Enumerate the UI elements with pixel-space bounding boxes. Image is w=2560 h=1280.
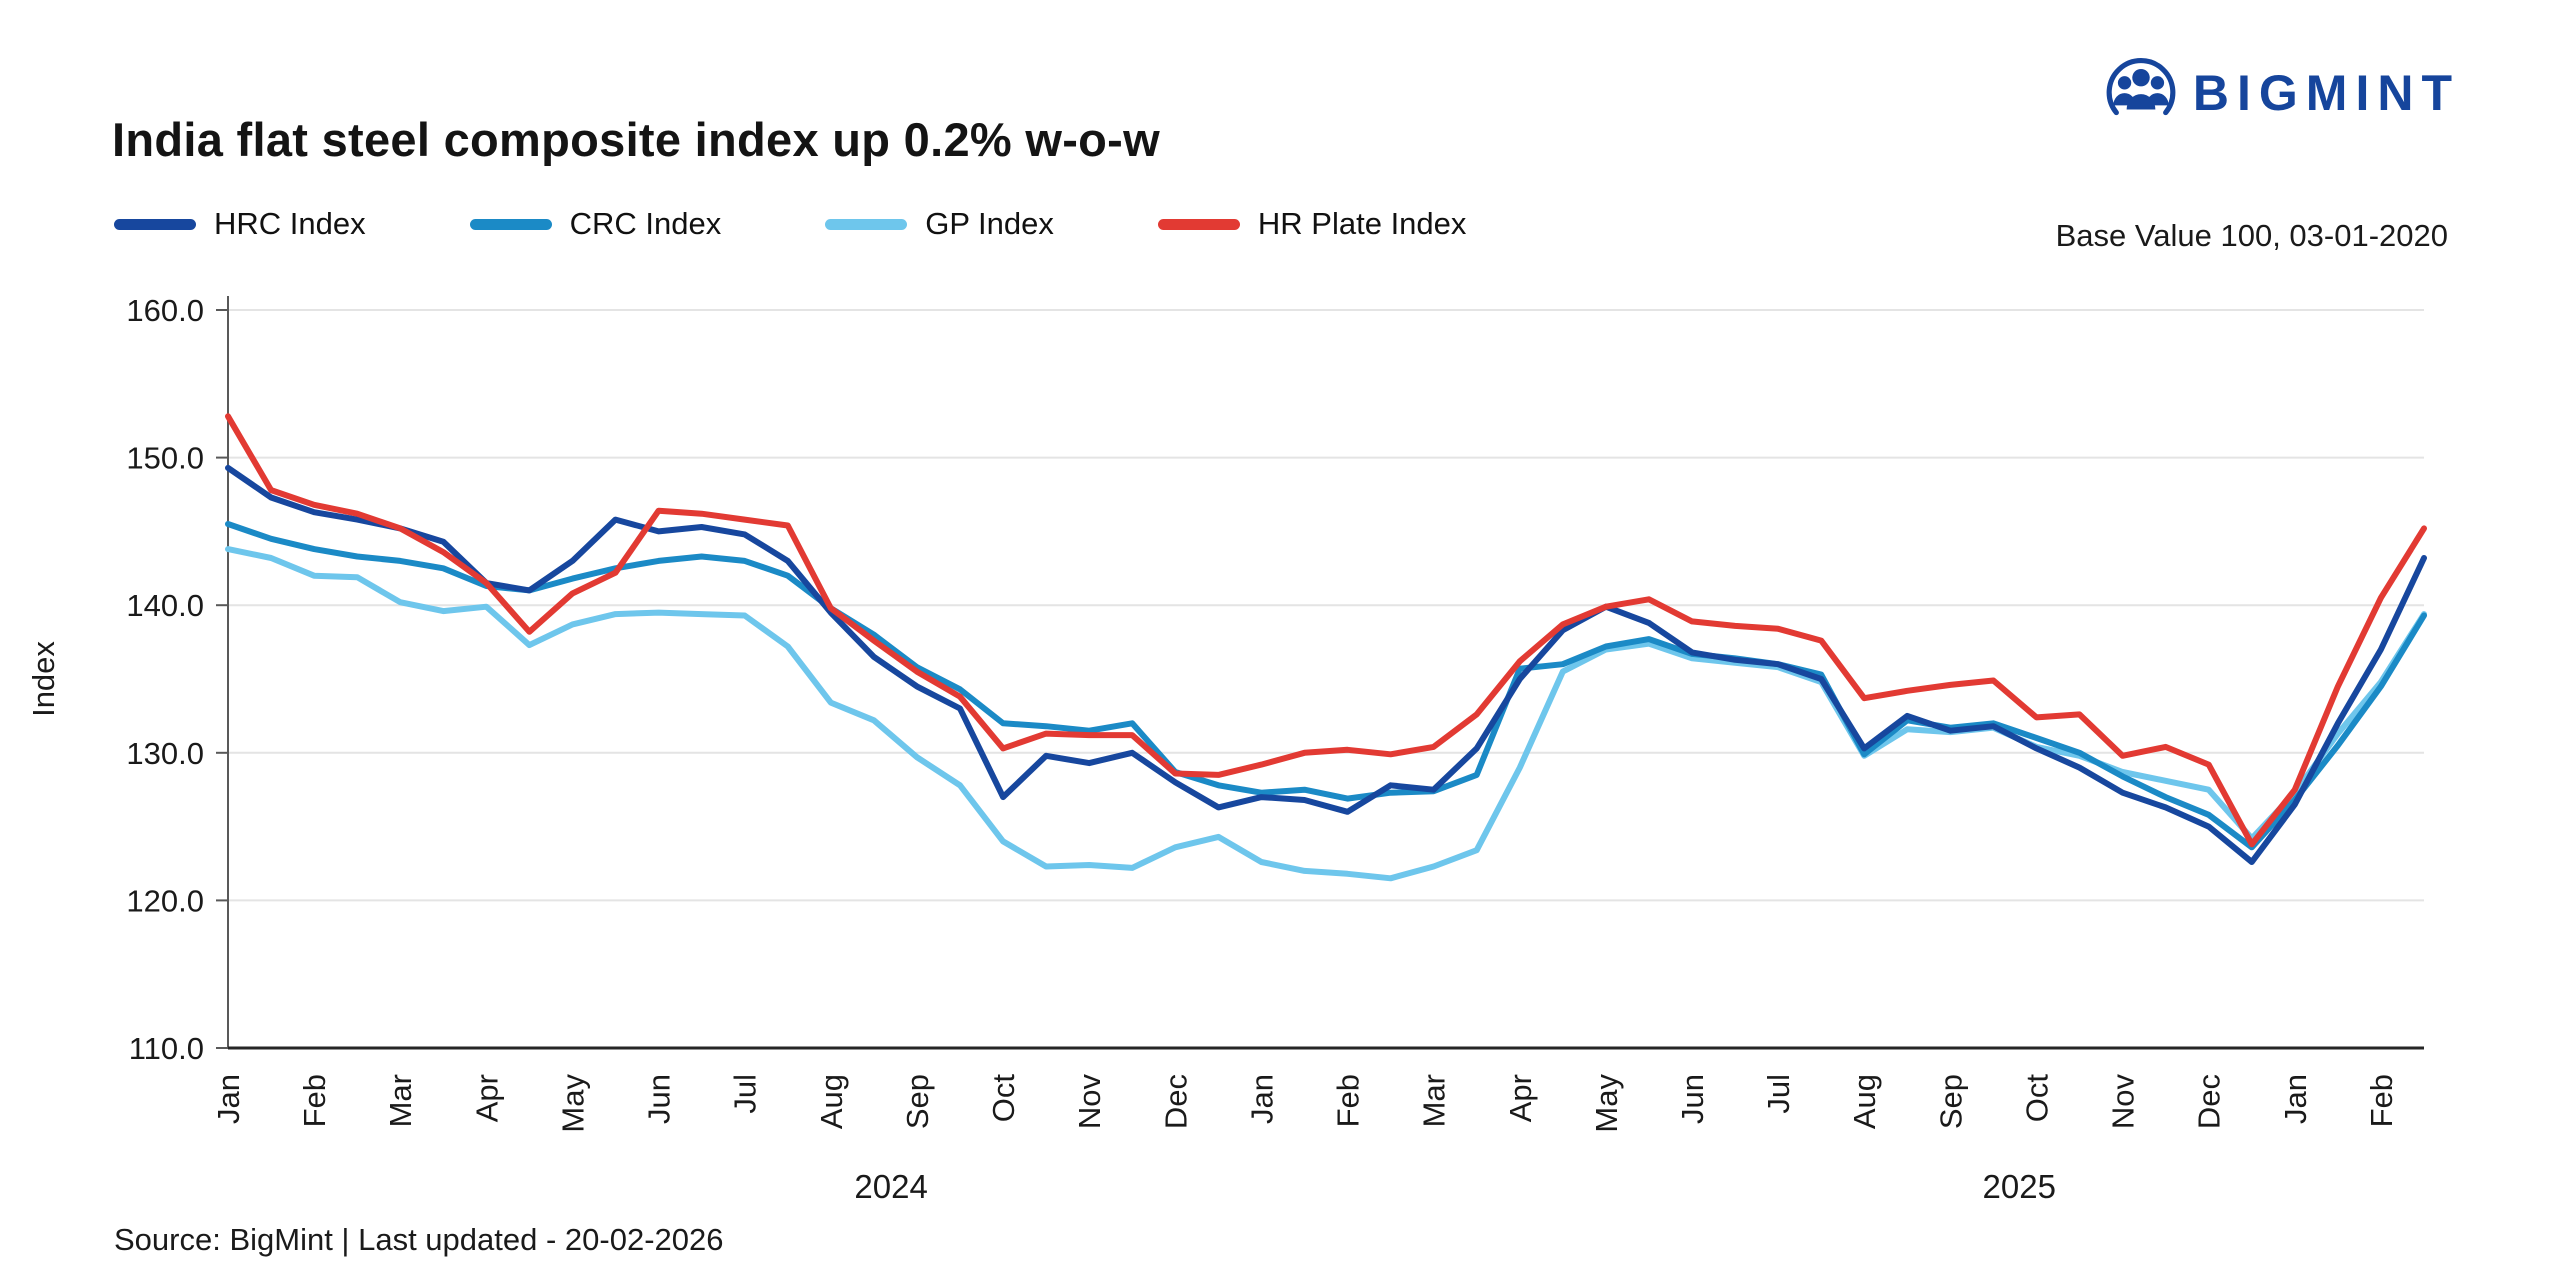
x-tick-label: Mar — [1417, 1074, 1452, 1127]
legend-label: HR Plate Index — [1257, 206, 1467, 241]
legend-item-crc-index: CRC Index — [469, 206, 722, 242]
x-tick-label: Feb — [1331, 1074, 1366, 1127]
series-line-gp-index — [225, 546, 2427, 882]
legend-label: GP Index — [925, 206, 1054, 241]
x-tick-label: Jan — [211, 1074, 246, 1124]
x-tick-label: Jun — [642, 1074, 677, 1124]
series-line-hrc-index — [225, 464, 2427, 865]
legend-label: HRC Index — [214, 206, 366, 241]
legend-swatch-crc-index — [469, 218, 552, 230]
y-tick-label: 140.0 — [126, 588, 204, 623]
x-tick-label: Mar — [383, 1074, 418, 1127]
x-year-label: 2025 — [1983, 1168, 2056, 1205]
bigmint-logo-icon — [2103, 52, 2179, 133]
x-tick-label: May — [1589, 1074, 1624, 1133]
bigmint-logo: BIGMINT — [2103, 52, 2460, 133]
x-tick-label: Sep — [900, 1074, 935, 1129]
legend-item-hr-plate-index: HR Plate Index — [1157, 206, 1467, 242]
page-title: India flat steel composite index up 0.2%… — [112, 113, 1160, 166]
x-tick-label: Nov — [1072, 1074, 1107, 1130]
x-tick-label: Dec — [1158, 1074, 1193, 1129]
bigmint-logo-text: BIGMINT — [2192, 64, 2460, 121]
legend-item-hrc-index: HRC Index — [114, 206, 366, 242]
base-value-note: Base Value 100, 03-01-2020 — [2055, 218, 2448, 253]
x-tick-label: Jul — [1761, 1074, 1796, 1114]
x-tick-label: Jun — [1675, 1074, 1710, 1124]
series-line-crc-index — [225, 521, 2427, 851]
x-tick-label: Apr — [469, 1074, 504, 1122]
legend-swatch-hrc-index — [114, 218, 196, 230]
x-tick-label: May — [555, 1074, 590, 1133]
x-tick-label: Oct — [2019, 1074, 2054, 1123]
x-tick-label: Feb — [2364, 1074, 2399, 1127]
legend-item-gp-index: GP Index — [825, 206, 1054, 242]
y-tick-label: 120.0 — [126, 883, 204, 918]
legend-swatch-gp-index — [825, 218, 908, 230]
y-tick-label: 110.0 — [129, 1031, 204, 1066]
x-tick-label: Feb — [297, 1074, 332, 1127]
y-tick-label: 160.0 — [126, 293, 204, 328]
legend-swatch-hr-plate-index — [1157, 218, 1240, 230]
x-tick-label: Nov — [2106, 1074, 2141, 1130]
x-year-label: 2024 — [854, 1168, 927, 1205]
x-tick-label: Apr — [1503, 1074, 1538, 1122]
y-tick-label: 150.0 — [126, 441, 204, 476]
x-tick-label: Dec — [2192, 1074, 2227, 1129]
legend-label: CRC Index — [569, 206, 722, 241]
x-tick-label: Jan — [2278, 1074, 2313, 1124]
y-axis-title: Index — [26, 641, 61, 717]
x-tick-label: Aug — [1847, 1074, 1882, 1129]
y-tick-label: 130.0 — [126, 736, 204, 771]
x-tick-label: Jul — [728, 1074, 763, 1114]
x-tick-label: Oct — [986, 1074, 1021, 1123]
x-tick-label: Aug — [814, 1074, 849, 1129]
x-tick-label: Jan — [1244, 1074, 1279, 1124]
series-line-hr-plate-index — [225, 413, 2427, 848]
source-note: Source: BigMint | Last updated - 20-02-2… — [114, 1222, 724, 1257]
x-tick-label: Sep — [1933, 1074, 1968, 1129]
legend: HRC Index CRC Index GP Index HR Plate Index — [114, 206, 1466, 242]
chart: 110.0 120.0 130.0 140.0 150.0 160.0 Jan Feb Mar A… — [26, 293, 2427, 1205]
